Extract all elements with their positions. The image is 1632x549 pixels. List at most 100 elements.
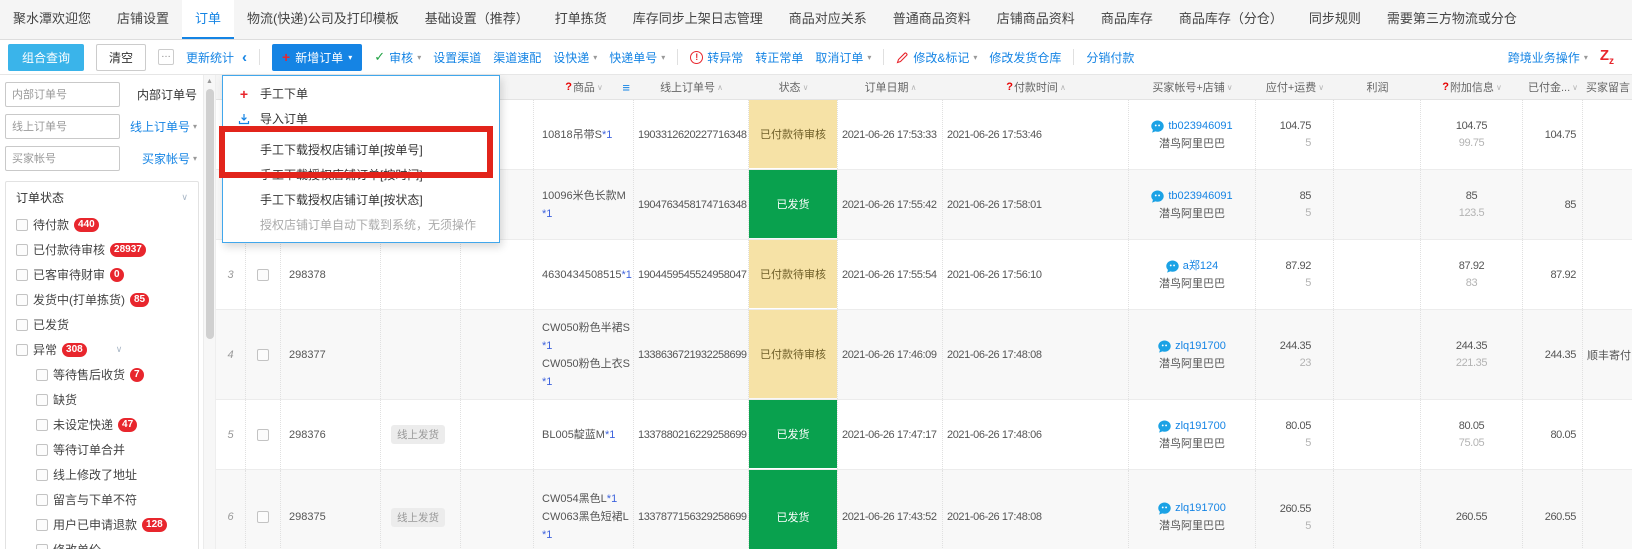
nav-item-7[interactable]: 商品对应关系 [788, 11, 867, 26]
nav-item-8[interactable]: 普通商品资料 [892, 11, 971, 26]
nav-item-5[interactable]: 打单拣货 [554, 11, 607, 26]
express-no-button[interactable]: 快递单号 ▾ [609, 49, 665, 66]
buyer-account-input[interactable] [5, 146, 120, 171]
channel-match-button[interactable]: 渠道速配 [493, 50, 542, 65]
payable-amount: 87.92 [1285, 260, 1311, 272]
nav-item-2[interactable]: 订单 [182, 0, 235, 39]
checkbox[interactable] [36, 443, 48, 456]
column-config-icon[interactable]: ≡ [622, 79, 630, 95]
column-header-remark[interactable]: 买家留言 [1583, 75, 1632, 99]
buyer-account-field-select[interactable]: 买家帐号 ▾ [141, 152, 197, 166]
column-header-status[interactable]: 状态 ∨ [749, 75, 838, 99]
menu-item-1[interactable]: 导入订单 [223, 106, 499, 131]
translate-icon[interactable]: Zz [1599, 47, 1614, 67]
column-header-pay[interactable]: ? 付款时间 ∧ [943, 75, 1129, 99]
collapse-panel-icon[interactable]: ‹ [242, 48, 248, 66]
checkbox[interactable] [36, 418, 48, 431]
scroll-up-icon[interactable]: ▲ [206, 78, 213, 85]
checkbox[interactable] [36, 393, 48, 406]
checkbox[interactable] [36, 518, 48, 531]
set-channel-button[interactable]: 设置渠道 [433, 50, 482, 65]
column-header-date[interactable]: 订单日期 ∧ [838, 75, 943, 99]
column-header-online[interactable]: 线上订单号 ∧ [634, 75, 749, 99]
nav-item-0[interactable]: 聚水潭欢迎您 [13, 11, 92, 26]
status-filter-item[interactable]: 缺货 [6, 387, 198, 412]
nav-item-6[interactable]: 库存同步上架日志管理 [632, 11, 763, 26]
modify-mark-button[interactable]: 修改&标记 ▾ [896, 49, 977, 66]
menu-item-2[interactable]: 手工下载授权店铺订单[按单号] [223, 137, 499, 162]
buyer-account-link[interactable]: zlq191700 [1175, 419, 1226, 432]
checkbox[interactable] [36, 368, 48, 381]
status-filter-item[interactable]: 用户已申请退款 128 [6, 512, 198, 537]
online-order-input[interactable] [5, 114, 120, 139]
buyer-account-link[interactable]: zlq191700 [1175, 339, 1226, 352]
internal-order-input[interactable] [5, 82, 120, 107]
more-options-button[interactable]: … [158, 49, 175, 65]
status-filter-item[interactable]: 留言与下单不符 [6, 487, 198, 512]
clear-button[interactable]: 清空 [96, 43, 147, 71]
status-filter-item[interactable]: 已付款待审核 28937 [6, 237, 198, 262]
status-filter-item[interactable]: 修改单价 [6, 537, 198, 549]
nav-item-3[interactable]: 物流(快递)公司及打印模板 [247, 11, 399, 26]
chevron-down-icon[interactable]: ∨ [115, 344, 123, 354]
column-header-paid[interactable]: 已付金... ∨ [1523, 75, 1583, 99]
checkbox[interactable] [16, 268, 28, 281]
combo-query-button[interactable]: 组合查询 [8, 43, 85, 71]
order-status-panel-header[interactable]: 订单状态 ∨ [6, 182, 198, 212]
checkbox[interactable] [36, 468, 48, 481]
status-filter-item[interactable]: 待付款 440 [6, 212, 198, 237]
status-filter-item[interactable]: 发货中(打单拣货) 85 [6, 287, 198, 312]
menu-item-3[interactable]: 手工下载授权店铺订单[按时间] [223, 162, 499, 187]
nav-item-13[interactable]: 需要第三方物流或分仓 [1386, 11, 1517, 26]
online-order-cell: 1337877156329258699 [634, 470, 749, 549]
checkbox[interactable] [16, 243, 28, 256]
set-express-button[interactable]: 设快递 ▾ [553, 49, 597, 66]
column-header-extra[interactable]: ? 附加信息 ∨ [1421, 75, 1523, 99]
status-filter-item[interactable]: 等待售后收货 7 [6, 362, 198, 387]
checkbox[interactable] [16, 218, 28, 231]
column-header-buyer[interactable]: 买家帐号+店铺 ∨ [1129, 75, 1256, 99]
to-normal-button[interactable]: 转正常单 [755, 50, 804, 65]
status-filter-item[interactable]: 异常 308 ∨ [6, 337, 198, 362]
new-order-button[interactable]: + 新增订单 ▾ [272, 43, 363, 71]
buyer-account-link[interactable]: zlq191700 [1175, 502, 1226, 514]
row-checkbox[interactable] [257, 428, 269, 441]
status-filter-item[interactable]: 已发货 [6, 312, 198, 337]
audit-button[interactable]: ✓ 审核 ▾ [374, 49, 421, 66]
status-filter-item[interactable]: 已客审待财审 0 [6, 262, 198, 287]
checkbox[interactable] [16, 293, 28, 306]
to-abnormal-button[interactable]: ! 转异常 [690, 49, 743, 66]
checkbox[interactable] [36, 493, 48, 506]
checkbox[interactable] [16, 318, 28, 331]
update-stats-link[interactable]: 更新统计 [186, 50, 235, 65]
distribution-pay-button[interactable]: 分销付款 [1086, 50, 1135, 65]
status-filter-item[interactable]: 等待订单合并 [6, 437, 198, 462]
buyer-account-link[interactable]: tb023946091 [1168, 119, 1233, 132]
online-order-field-select[interactable]: 线上订单号 ▾ [129, 120, 197, 134]
row-checkbox[interactable] [257, 511, 269, 523]
buyer-account-link[interactable]: tb023946091 [1168, 189, 1233, 202]
modify-warehouse-button[interactable]: 修改发货仓库 [989, 50, 1062, 65]
checkbox[interactable] [16, 343, 28, 356]
nav-item-10[interactable]: 商品库存 [1100, 11, 1153, 26]
nav-item-9[interactable]: 店铺商品资料 [996, 11, 1075, 26]
column-header-payable[interactable]: 应付+运费 ∨ [1256, 75, 1334, 99]
scrollbar-thumb[interactable] [206, 89, 214, 339]
checkbox[interactable] [36, 543, 48, 549]
status-filter-item[interactable]: 线上修改了地址 [6, 462, 198, 487]
nav-item-11[interactable]: 商品库存（分仓） [1178, 11, 1283, 26]
menu-item-4[interactable]: 手工下载授权店铺订单[按状态] [223, 187, 499, 212]
menu-item-0[interactable]: + 手工下单 [223, 81, 499, 106]
row-checkbox[interactable] [257, 348, 269, 361]
cross-border-button[interactable]: 跨境业务操作 ▾ [1508, 49, 1588, 66]
row-checkbox[interactable] [257, 268, 269, 281]
sidebar-scrollbar[interactable]: ▲ [203, 75, 215, 549]
nav-item-12[interactable]: 同步规则 [1308, 11, 1361, 26]
column-header-product[interactable]: ? 商品 ∨ ≡ [534, 75, 634, 99]
nav-item-4[interactable]: 基础设置（推荐） [424, 11, 529, 26]
column-header-profit[interactable]: 利润 [1334, 75, 1421, 99]
nav-item-1[interactable]: 店铺设置 [117, 11, 170, 26]
cancel-order-button[interactable]: 取消订单 ▾ [815, 49, 871, 66]
status-filter-item[interactable]: 未设定快递 47 [6, 412, 198, 437]
buyer-account-link[interactable]: a郑124 [1182, 259, 1219, 272]
